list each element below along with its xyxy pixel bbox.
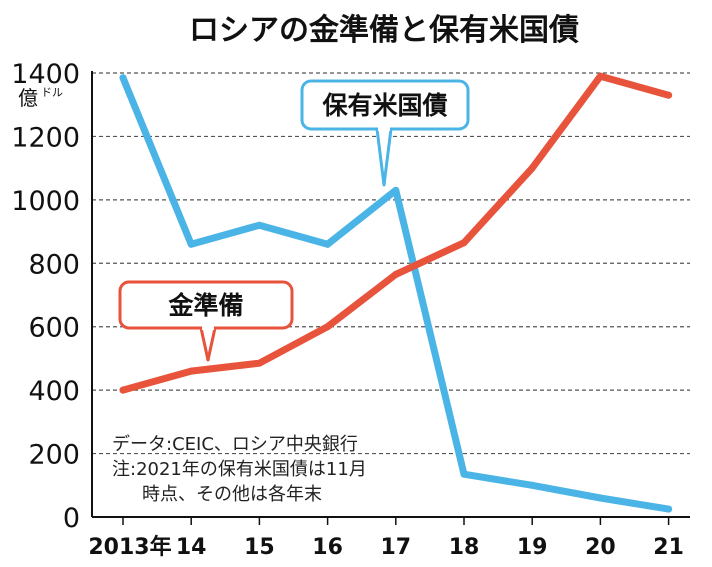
y-tick-label: 800 <box>28 249 80 280</box>
annotation-line: 時点、その他は各年末 <box>142 484 322 505</box>
data-point <box>392 270 400 278</box>
gridlines <box>92 72 690 455</box>
series-name-label: 保有米国債 <box>321 91 447 120</box>
data-point <box>460 239 468 247</box>
callout-pointer <box>375 127 393 187</box>
x-tick-label: 15 <box>244 535 275 560</box>
x-tick-label: 17 <box>380 535 411 560</box>
x-tick-label: 18 <box>449 535 480 560</box>
data-point <box>665 91 673 99</box>
series-callout: 金準備 <box>118 280 294 362</box>
callout-pointer <box>199 326 217 362</box>
y-tick-label: 600 <box>28 313 80 344</box>
data-point <box>324 240 332 248</box>
annotation-line: 注:2021年の保有米国債は11月 <box>112 459 367 480</box>
x-tick-label: 2013年 <box>88 534 171 560</box>
x-tick-label: 19 <box>517 535 548 560</box>
data-point <box>119 74 127 82</box>
data-point <box>255 221 263 229</box>
x-tick-label: 20 <box>585 535 616 560</box>
x-tick-label: 21 <box>653 535 684 560</box>
y-tick-label: 1400 <box>11 59 80 90</box>
y-tick-label: 0 <box>63 503 80 534</box>
y-tick-label: 200 <box>28 440 80 471</box>
y-tick-label: 1200 <box>11 122 80 153</box>
y-tick-label: 1000 <box>11 186 80 217</box>
x-tick-label: 14 <box>176 535 207 560</box>
data-point <box>187 367 195 375</box>
data-point <box>665 505 673 513</box>
callout-pointer-joint <box>378 125 390 131</box>
data-point <box>596 72 604 80</box>
data-point <box>596 494 604 502</box>
y-axis-unit: 億 <box>18 86 38 110</box>
chart-title: ロシアの金準備と保有米国債 <box>189 13 579 48</box>
data-point <box>187 240 195 248</box>
y-tick-label: 400 <box>28 376 80 407</box>
source-note: データ:CEIC、ロシア中央銀行注:2021年の保有米国債は11月時点、その他は… <box>112 434 367 505</box>
y-axis-unit-suffix: ドル <box>41 86 63 99</box>
x-tick-label: 16 <box>312 535 343 560</box>
data-point <box>460 470 468 478</box>
data-point <box>392 186 400 194</box>
callout-pointer-joint <box>202 324 214 330</box>
series-callout: 保有米国債 <box>300 79 470 187</box>
series-name-label: 金準備 <box>167 291 243 320</box>
data-point <box>528 481 536 489</box>
annotation-line: データ:CEIC、ロシア中央銀行 <box>112 434 358 455</box>
data-point <box>255 359 263 367</box>
data-point <box>324 323 332 331</box>
data-point <box>119 386 127 394</box>
data-point <box>528 164 536 172</box>
series-lines <box>119 72 673 513</box>
